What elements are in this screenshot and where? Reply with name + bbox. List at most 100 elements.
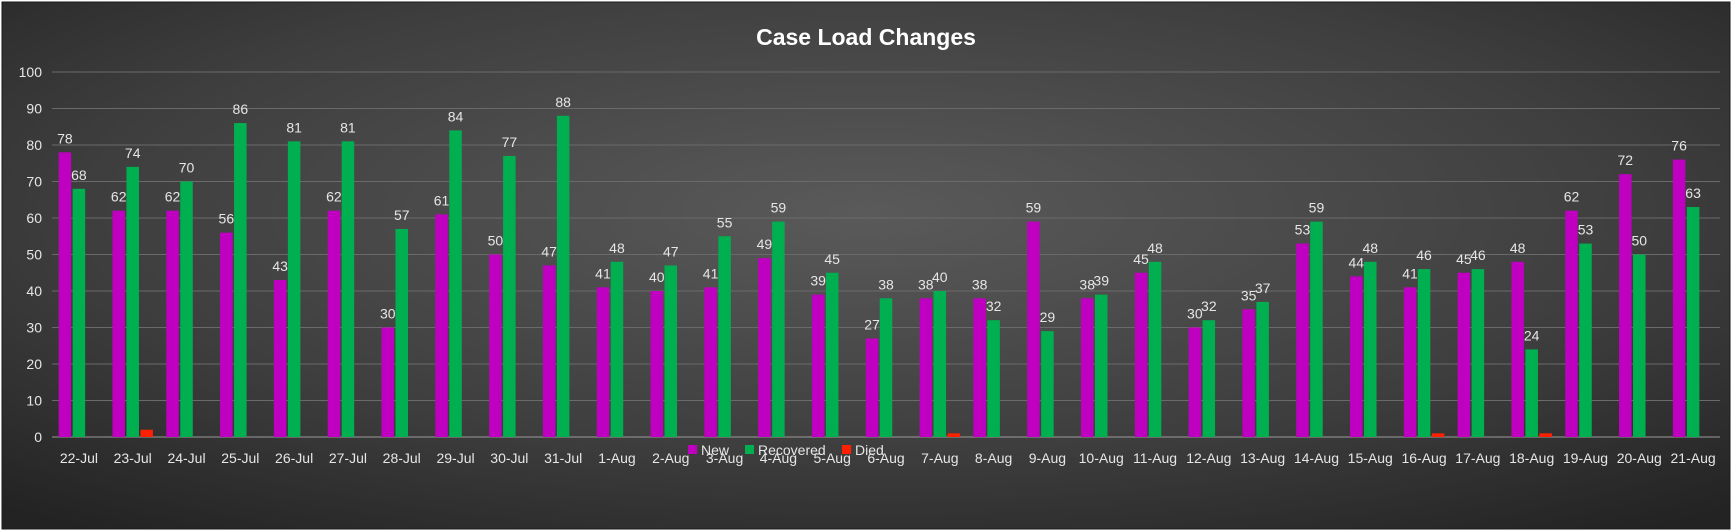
data-label-recovered: 48: [1362, 240, 1378, 256]
data-label-recovered: 39: [1093, 273, 1109, 289]
bar-recovered-17-Aug: [1471, 269, 1485, 437]
bar-new-1-Aug: [596, 287, 610, 437]
bar-recovered-9-Aug: [1041, 331, 1054, 437]
bar-new-8-Aug: [973, 298, 986, 437]
data-label-new: 38: [918, 276, 934, 292]
bar-recovered-30-Jul: [503, 155, 516, 437]
bar-recovered-15-Aug: [1364, 261, 1377, 437]
x-tick-label: 24-Jul: [167, 450, 205, 466]
bar-recovered-2-Aug: [664, 265, 678, 437]
data-label-new: 49: [757, 236, 773, 252]
bar-recovered-20-Aug: [1633, 254, 1646, 437]
bar-recovered-27-Jul: [341, 141, 355, 437]
bar-new-21-Aug: [1672, 159, 1686, 437]
bar-died-7-Aug: [947, 433, 961, 437]
x-tick-label: 4-Aug: [760, 450, 797, 466]
x-tick-label: 7-Aug: [921, 450, 958, 466]
data-label-recovered: 29: [1040, 309, 1056, 325]
data-label-new: 78: [57, 130, 73, 146]
data-label-new: 59: [1026, 200, 1042, 216]
bar-new-5-Aug: [811, 294, 825, 437]
x-tick-label: 21-Aug: [1671, 450, 1716, 466]
bar-new-7-Aug: [919, 298, 933, 437]
data-label-new: 62: [1564, 189, 1580, 205]
bar-new-6-Aug: [865, 338, 879, 437]
bars: [58, 115, 1700, 438]
data-label-new: 38: [1079, 276, 1095, 292]
data-label-recovered: 57: [394, 207, 410, 223]
legend-swatch-new: [688, 445, 697, 454]
data-label-new: 39: [810, 273, 826, 289]
bar-recovered-25-Jul: [234, 123, 247, 437]
x-tick-label: 25-Jul: [221, 450, 259, 466]
x-tick-label: 10-Aug: [1079, 450, 1124, 466]
bar-new-18-Aug: [1511, 261, 1524, 437]
data-label-recovered: 32: [1201, 298, 1217, 314]
data-label-new: 30: [1187, 306, 1203, 322]
legend-label-recovered: Recovered: [758, 442, 826, 458]
bar-recovered-23-Jul: [126, 166, 139, 437]
y-tick-label: 60: [26, 210, 42, 226]
bar-new-3-Aug: [704, 287, 717, 437]
x-axis-ticks: 22-Jul 23-Jul 24-Jul 25-Jul 26-Jul 27-Jul 28-J…: [60, 450, 1716, 466]
x-tick-label: 6-Aug: [867, 450, 904, 466]
data-label-recovered: 63: [1685, 185, 1701, 201]
legend-label-died: Died: [855, 442, 884, 458]
bar-new-11-Aug: [1134, 272, 1148, 437]
x-tick-label: 30-Jul: [490, 450, 528, 466]
bar-recovered-8-Aug: [987, 320, 1000, 437]
bar-recovered-21-Aug: [1686, 207, 1700, 437]
data-label-recovered: 47: [663, 243, 679, 259]
x-tick-label: 15-Aug: [1348, 450, 1393, 466]
x-tick-label: 17-Aug: [1455, 450, 1500, 466]
data-label-recovered: 59: [771, 200, 787, 216]
data-label-new: 30: [380, 306, 396, 322]
data-label-recovered: 32: [986, 298, 1002, 314]
bar-new-28-Jul: [381, 327, 394, 437]
data-label-recovered: 40: [932, 269, 948, 285]
bar-new-10-Aug: [1080, 298, 1094, 437]
data-label-recovered: 50: [1632, 233, 1648, 249]
x-tick-label: 23-Jul: [114, 450, 152, 466]
data-label-new: 50: [488, 233, 504, 249]
y-tick-label: 80: [26, 137, 42, 153]
bar-new-12-Aug: [1188, 327, 1202, 437]
data-label-new: 45: [1456, 251, 1472, 267]
data-label-new: 41: [703, 265, 719, 281]
x-tick-label: 29-Jul: [436, 450, 474, 466]
y-tick-label: 70: [26, 174, 42, 190]
bar-new-22-Jul: [58, 152, 72, 438]
data-label-new: 56: [219, 211, 235, 227]
data-label-recovered: 48: [609, 240, 625, 256]
bar-new-13-Aug: [1242, 309, 1255, 437]
data-label-new: 62: [326, 189, 342, 205]
bar-recovered-4-Aug: [772, 221, 785, 437]
bar-new-17-Aug: [1457, 272, 1471, 437]
y-tick-label: 20: [26, 356, 42, 372]
data-label-new: 40: [649, 269, 665, 285]
data-label-new: 38: [972, 276, 988, 292]
data-labels: 78 68 62 74 62 70 56 86 43 81 62 81 30 57 61 84 50 77 47 88…: [57, 94, 1701, 344]
bar-recovered-16-Aug: [1417, 269, 1431, 437]
bar-new-20-Aug: [1619, 174, 1632, 437]
bar-recovered-29-Jul: [449, 130, 462, 437]
bar-new-29-Jul: [435, 214, 448, 437]
bar-died-16-Aug: [1431, 433, 1445, 437]
data-label-recovered: 37: [1255, 280, 1271, 296]
bar-new-2-Aug: [650, 291, 664, 437]
x-tick-label: 1-Aug: [598, 450, 635, 466]
y-tick-label: 10: [26, 393, 42, 409]
bar-recovered-14-Aug: [1310, 221, 1323, 437]
bar-recovered-12-Aug: [1202, 320, 1216, 437]
bar-recovered-24-Jul: [180, 181, 193, 437]
bar-recovered-28-Jul: [395, 228, 408, 437]
x-tick-label: 12-Aug: [1186, 450, 1231, 466]
data-label-recovered: 24: [1524, 327, 1540, 343]
data-label-recovered: 86: [233, 101, 249, 117]
legend-swatch-recovered: [745, 445, 754, 454]
y-tick-label: 90: [26, 101, 42, 117]
x-tick-label: 27-Jul: [329, 450, 367, 466]
x-tick-label: 5-Aug: [814, 450, 851, 466]
data-label-new: 27: [864, 316, 880, 332]
